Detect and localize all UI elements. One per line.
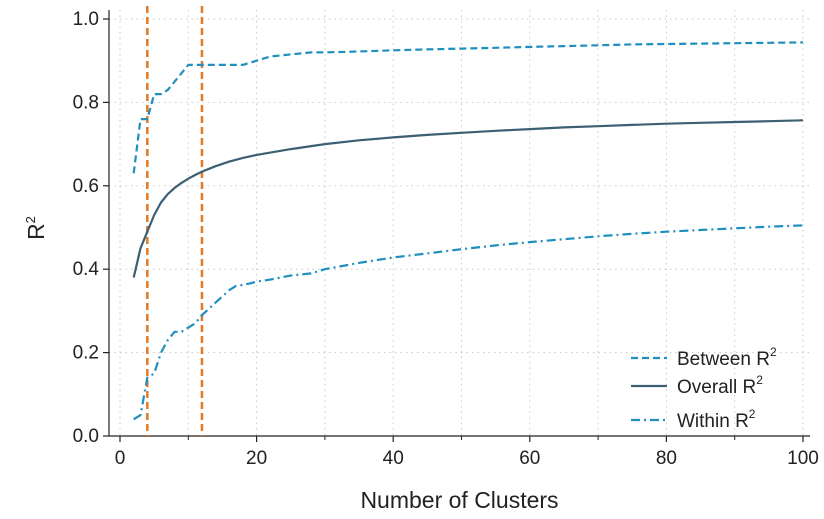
y-axis-title: R2 — [23, 216, 49, 240]
x-tick-label: 20 — [246, 448, 267, 469]
legend-label-within: Within R2 — [677, 407, 756, 432]
x-tick-label: 40 — [383, 448, 404, 469]
legend-label-text: Within R — [677, 411, 749, 432]
series-line-overall — [132, 119, 804, 278]
legend-label-superscript: 2 — [756, 373, 763, 387]
grid — [109, 10, 810, 437]
reference-lines — [146, 6, 204, 436]
legend-label-text: Between R — [677, 349, 770, 370]
x-axis-title: Number of Clusters — [360, 487, 558, 513]
y-tick-label: 0.6 — [73, 176, 99, 197]
legend-label-overall: Overall R2 — [677, 373, 763, 398]
y-tick-label: 0.4 — [73, 259, 100, 280]
y-tick-label: 0.2 — [73, 343, 99, 364]
y-tick-label: 0.8 — [73, 92, 99, 113]
legend-label-text: Overall R — [677, 377, 756, 398]
axes: 0.0 0.2 0.4 0.6 0.8 1.0 0 20 40 60 80 100 Number of … — [23, 9, 819, 513]
y-axis-title-superscript: 2 — [23, 216, 38, 223]
y-tick-label: 1.0 — [73, 9, 99, 30]
y-axis-title-main: R — [23, 223, 49, 240]
legend-label-superscript: 2 — [770, 345, 777, 359]
x-tick-label: 0 — [115, 448, 126, 469]
x-tick-label: 60 — [519, 448, 540, 469]
legend-label-between: Between R2 — [677, 345, 777, 370]
x-tick-label: 80 — [656, 448, 677, 469]
legend-label-superscript: 2 — [749, 407, 756, 421]
series-lines — [132, 41, 804, 421]
y-tick-label: 0.0 — [73, 426, 99, 447]
x-tick-label: 100 — [787, 448, 819, 469]
series-line-within — [133, 224, 804, 421]
series-line-between — [132, 41, 804, 174]
